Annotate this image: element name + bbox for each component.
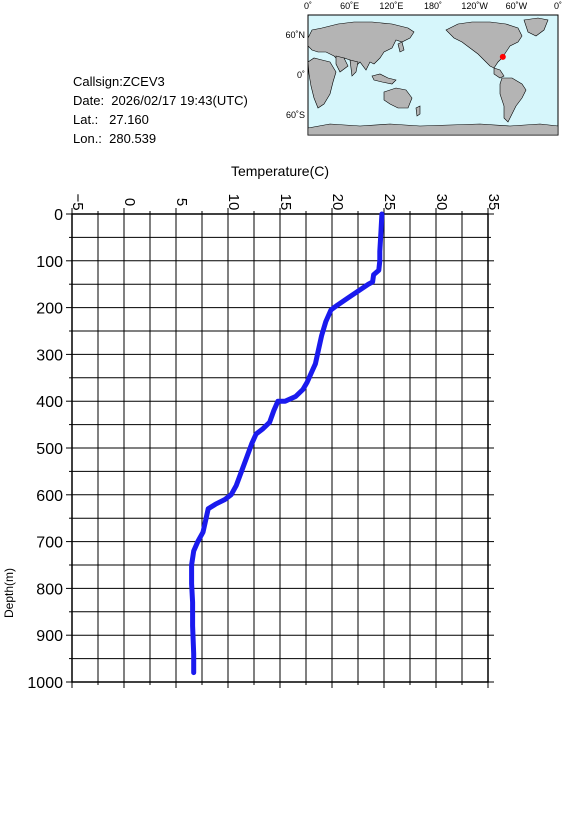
map-longitude-label: 0˚ [554,1,562,11]
y-tick-label: 100 [36,254,63,271]
temperature-depth-chart: Temperature(C) −5 0 5 10 15 20 25 30 35 0 100 200 3… [2,163,502,692]
map-longitude-label: 60˚E [340,1,359,11]
x-tick-label: 30 [433,194,450,211]
chart-title: Temperature(C) [231,163,329,179]
map-longitude-label: 120˚W [461,1,488,11]
land-south-america [499,77,527,123]
y-tick-label: 300 [36,347,63,364]
y-tick-label: 800 [36,581,63,598]
y-tick-label: 600 [36,488,63,505]
land-new-zealand [415,105,421,117]
land-eurasia [307,21,415,71]
y-tick-label: 0 [54,207,63,224]
y-tick-label: 200 [36,301,63,318]
map-longitude-labels: 0˚ 60˚E 120˚E 180˚ 120˚W 60˚W 0˚ [304,1,562,11]
y-tick-label: 900 [36,628,63,645]
x-axis-ticks: −5 0 5 10 15 20 25 30 35 [69,193,502,688]
y-tick-label: 700 [36,535,63,552]
map-longitude-label: 0˚ [304,1,312,11]
map-latitude-label: 0˚ [297,70,305,80]
map-longitude-label: 60˚W [506,1,528,11]
land-greenland [523,17,549,37]
land-arabia [335,55,349,73]
x-tick-label: 35 [485,194,502,211]
map-latitude-label: 60˚S [286,110,305,120]
land-australia [383,87,413,109]
y-axis-label: Depth(m) [2,568,16,618]
y-tick-label: 1000 [27,675,63,692]
map-latitude-label: 60˚N [285,30,305,40]
x-tick-label: −5 [69,193,86,210]
x-tick-label: 15 [277,194,294,211]
map-longitude-label: 180˚ [424,1,442,11]
chart-grid [71,213,489,683]
longitude-text: Lon.: 280.539 [73,131,157,146]
land-antarctica [307,123,559,136]
world-map: 0˚ 60˚E 120˚E 180˚ 120˚W 60˚W 0˚ 60˚N 0˚ 60˚S [285,1,562,136]
x-tick-label: 25 [381,194,398,211]
station-info: Callsign:ZCEV3 Date: 2026/02/17 19:43(UT… [73,72,248,148]
land-indonesia [371,73,397,85]
land-central-america [493,67,505,79]
map-longitude-label: 120˚E [379,1,403,11]
land-japan [397,41,405,53]
date-text: Date: 2026/02/17 19:43(UTC) [73,93,248,108]
y-tick-label: 500 [36,441,63,458]
plot-frame [71,213,489,683]
callsign-text: Callsign:ZCEV3 [73,74,165,89]
y-axis-ticks: 0 100 200 300 400 500 600 700 800 900 1000 [27,207,494,692]
x-tick-label: 20 [329,194,346,211]
station-location-marker [499,53,506,60]
x-tick-label: 5 [173,198,190,206]
temperature-profile-line [189,211,385,676]
y-tick-label: 400 [36,394,63,411]
land-india [349,59,359,77]
map-latitude-labels: 60˚N 0˚ 60˚S [285,30,305,120]
x-tick-label: 0 [121,198,138,206]
latitude-text: Lat.: 27.160 [73,112,149,127]
land-africa [307,57,337,109]
x-tick-label: 10 [225,194,242,211]
